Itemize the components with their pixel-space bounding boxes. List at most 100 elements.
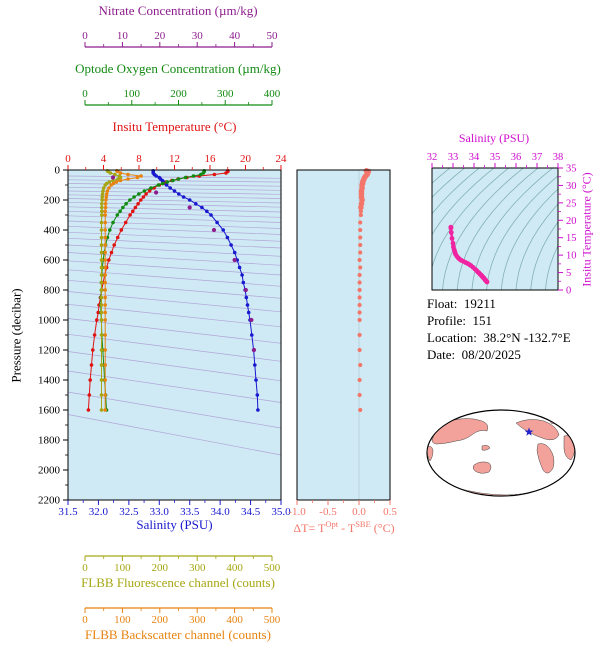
svg-text:-1.0: -1.0: [288, 506, 306, 518]
date-value: 08/20/2025: [461, 347, 521, 362]
svg-text:32.5: 32.5: [119, 506, 139, 518]
svg-text:40: 40: [229, 30, 241, 42]
svg-text:100: 100: [114, 562, 131, 574]
delta-t-title-suffix: (°C): [370, 521, 395, 535]
delta-t-panel: [297, 170, 390, 500]
svg-text:0: 0: [82, 30, 88, 42]
svg-text:400: 400: [226, 614, 243, 626]
delta-t-title-prefix: ΔT= T: [293, 521, 326, 535]
svg-text:10: 10: [566, 251, 577, 262]
svg-text:8: 8: [136, 153, 142, 165]
svg-text:38: 38: [553, 152, 564, 163]
svg-text:33.0: 33.0: [150, 506, 170, 518]
float-location-star: [524, 427, 534, 436]
svg-text:36: 36: [511, 152, 522, 163]
svg-text:1800: 1800: [38, 435, 61, 447]
svg-text:500: 500: [264, 562, 281, 574]
svg-text:24: 24: [276, 153, 288, 165]
svg-text:400: 400: [226, 562, 243, 574]
svg-text:1200: 1200: [38, 345, 61, 357]
backscatter-axis-title: FLBB Backscatter channel (counts): [85, 627, 271, 642]
world-map: [426, 409, 576, 497]
svg-text:10: 10: [117, 30, 129, 42]
svg-text:300: 300: [189, 562, 206, 574]
svg-text:2200: 2200: [38, 495, 61, 507]
svg-text:500: 500: [264, 614, 281, 626]
svg-text:200: 200: [152, 562, 169, 574]
svg-text:100: 100: [124, 88, 141, 100]
fluorescence-axis-title: FLBB Fluorescence channel (counts): [81, 575, 275, 590]
svg-text:0: 0: [82, 88, 88, 100]
svg-text:37: 37: [532, 152, 543, 163]
svg-text:25: 25: [566, 198, 577, 209]
location-value: 38.2°N -132.7°E: [483, 330, 571, 345]
svg-text:20: 20: [240, 153, 252, 165]
ts-temperature-axis-title: Insitu Temperature (°C): [579, 172, 594, 287]
svg-text:35: 35: [490, 152, 501, 163]
svg-text:0.5: 0.5: [383, 506, 397, 518]
svg-text:300: 300: [217, 88, 234, 100]
svg-text:5: 5: [566, 268, 571, 279]
delta-t-title-sup-sbe: SBE: [355, 519, 371, 529]
svg-text:600: 600: [44, 255, 61, 267]
salinity-axis-title: Salinity (PSU): [136, 517, 213, 532]
svg-text:50: 50: [267, 30, 279, 42]
svg-text:0: 0: [65, 153, 71, 165]
svg-text:30: 30: [192, 30, 204, 42]
svg-text:32: 32: [427, 152, 438, 163]
svg-text:1400: 1400: [38, 375, 61, 387]
svg-text:1600: 1600: [38, 405, 61, 417]
svg-text:0: 0: [566, 286, 571, 297]
svg-text:35: 35: [566, 164, 577, 175]
nitrate-axis-title: Nitrate Concentration (µm/kg): [98, 3, 258, 18]
temperature-axis-title: Insitu Temperature (°C): [112, 119, 237, 134]
svg-text:800: 800: [44, 285, 61, 297]
delta-t-title-sup-opt: Opt: [325, 519, 339, 529]
svg-text:200: 200: [44, 195, 61, 207]
pressure-axis-title: Pressure (decibar): [8, 288, 24, 383]
profile-label: Profile:: [427, 313, 466, 328]
svg-text:20: 20: [566, 216, 577, 227]
svg-text:20: 20: [154, 30, 166, 42]
svg-text:35.0: 35.0: [271, 506, 291, 518]
svg-text:15: 15: [566, 233, 577, 244]
float-info-date: Date: 08/20/2025: [427, 347, 571, 363]
svg-text:32.0: 32.0: [89, 506, 109, 518]
svg-text:0: 0: [82, 562, 88, 574]
svg-text:100: 100: [114, 614, 131, 626]
location-label: Location:: [427, 330, 477, 345]
float-info-float: Float: 19211: [427, 296, 571, 312]
svg-text:0.0: 0.0: [352, 506, 366, 518]
svg-text:31.5: 31.5: [58, 506, 78, 518]
svg-text:400: 400: [264, 88, 281, 100]
svg-text:34.5: 34.5: [241, 506, 261, 518]
svg-text:4: 4: [101, 153, 107, 165]
svg-text:2000: 2000: [38, 465, 61, 477]
svg-text:-0.5: -0.5: [319, 506, 337, 518]
svg-text:1000: 1000: [38, 315, 61, 327]
svg-text:30: 30: [566, 181, 577, 192]
delta-t-axis-title: ΔT= TOpt - TSBE (°C): [285, 517, 403, 536]
svg-text:33.5: 33.5: [180, 506, 200, 518]
svg-text:34.0: 34.0: [211, 506, 231, 518]
svg-text:34: 34: [469, 152, 480, 163]
svg-text:33: 33: [448, 152, 459, 163]
svg-text:300: 300: [189, 614, 206, 626]
ts-salinity-axis-title: Salinity (PSU): [458, 131, 530, 145]
svg-text:200: 200: [170, 88, 187, 100]
svg-text:400: 400: [44, 225, 61, 237]
float-value: 19211: [463, 296, 496, 311]
delta-t-title-mid: - T: [338, 521, 356, 535]
profile-value: 151: [472, 313, 493, 328]
float-info: Float: 19211 Profile: 151 Location: 38.2…: [427, 296, 571, 364]
svg-text:16: 16: [205, 153, 217, 165]
float-info-profile: Profile: 151: [427, 313, 571, 329]
svg-text:0: 0: [82, 614, 88, 626]
svg-text:200: 200: [152, 614, 169, 626]
oxygen-axis-title: Optode Oxygen Concentration (µm/kg): [75, 61, 281, 76]
svg-text:12: 12: [169, 153, 180, 165]
float-label: Float:: [427, 296, 458, 311]
float-info-location: Location: 38.2°N -132.7°E: [427, 330, 571, 346]
